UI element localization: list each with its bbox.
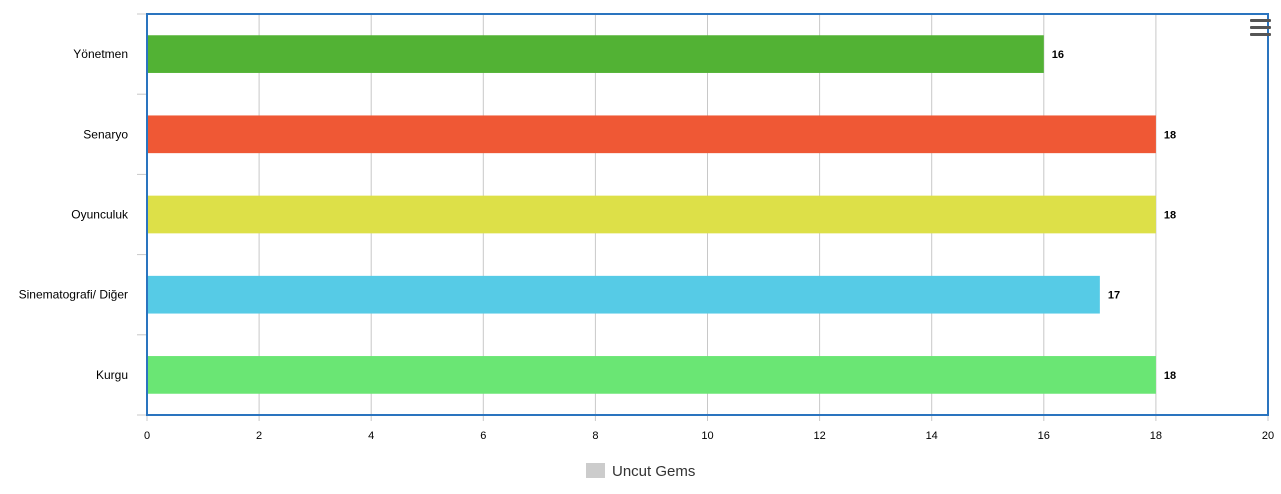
x-tick-label: 8	[592, 430, 598, 442]
bar[interactable]	[147, 35, 1044, 73]
data-labels: 16 18 18 17 18	[1052, 49, 1176, 382]
x-tick-label: 0	[144, 430, 150, 442]
menu-bar-middle	[1250, 26, 1271, 29]
legend[interactable]: Uncut Gems	[586, 463, 695, 480]
x-tick-label: 14	[926, 430, 938, 442]
x-tick-label: 4	[368, 430, 374, 442]
x-tick-label: 16	[1038, 430, 1050, 442]
data-label: 17	[1108, 290, 1120, 302]
x-tick-label: 12	[813, 430, 825, 442]
menu-bar-bottom	[1250, 33, 1271, 36]
x-tick-label: 18	[1150, 430, 1162, 442]
bar[interactable]	[147, 275, 1100, 314]
category-label: Sinematografi/ Diğer	[19, 288, 128, 302]
x-tick-label: 20	[1262, 430, 1274, 442]
data-label: 18	[1164, 210, 1176, 222]
x-tick-label: 10	[701, 430, 713, 442]
bar[interactable]	[147, 115, 1156, 154]
category-label: Senaryo	[83, 127, 128, 141]
data-label: 16	[1052, 49, 1064, 61]
x-tick-label: 6	[480, 430, 486, 442]
category-label: Kurgu	[96, 368, 128, 382]
menu-bar-top	[1250, 19, 1271, 22]
category-labels: Yönetmen Senaryo Oyunculuk Sinematografi/ D…	[19, 47, 129, 382]
category-label: Yönetmen	[73, 47, 128, 61]
plot-area-border	[146, 13, 1269, 416]
legend-swatch[interactable]	[586, 463, 605, 478]
x-tick-label: 2	[256, 430, 262, 442]
x-axis-tick-labels: 0 2 4 6 8 10 12 14 16 18 20	[144, 430, 1274, 442]
bars	[147, 35, 1156, 394]
bar[interactable]	[147, 195, 1156, 234]
category-label: Oyunculuk	[71, 208, 129, 222]
hamburger-menu-icon[interactable]	[1245, 14, 1275, 42]
bar[interactable]	[147, 356, 1156, 394]
legend-label[interactable]: Uncut Gems	[612, 463, 695, 480]
data-label: 18	[1164, 370, 1176, 382]
data-label: 18	[1164, 129, 1176, 141]
